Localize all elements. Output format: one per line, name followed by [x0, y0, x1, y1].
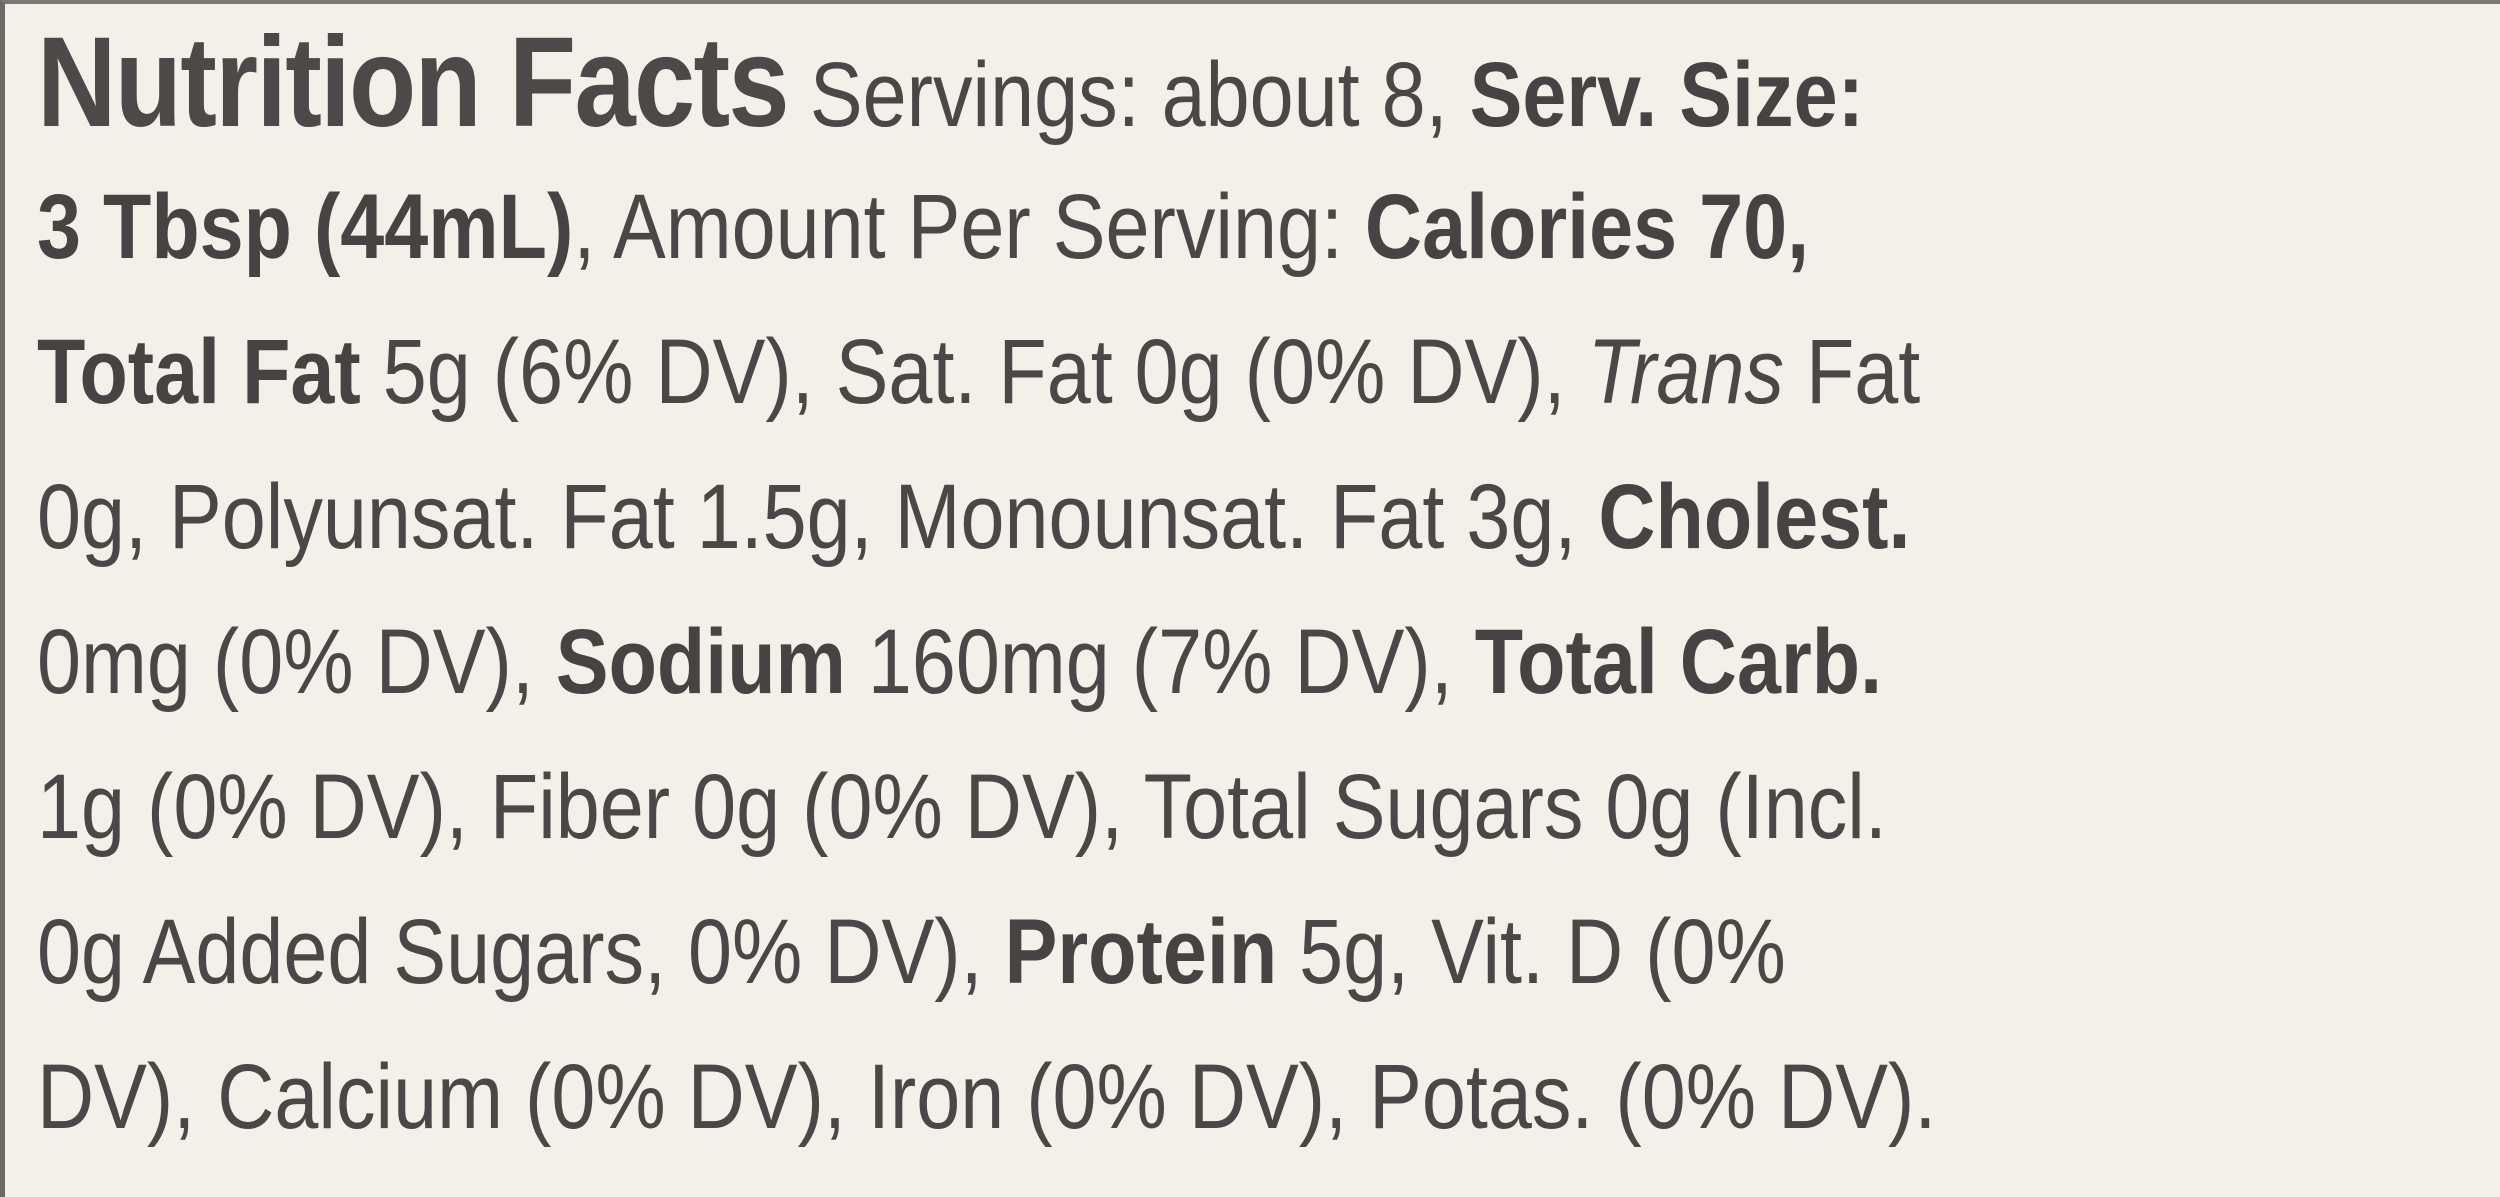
segment: Protein — [1004, 901, 1278, 1003]
line-5: 0mg (0% DV), Sodium 160mg (7% DV), Total… — [37, 590, 2135, 735]
line-6: 1g (0% DV), Fiber 0g (0% DV), Total Suga… — [37, 735, 2135, 880]
line-4: 0g, Polyunsat. Fat 1.5g, Monounsat. Fat … — [37, 445, 2135, 590]
segment: 160mg (7% DV), — [845, 611, 1475, 713]
nutrition-facts-text: Nutrition Facts Servings: about 8, Serv.… — [37, 10, 2135, 1170]
segment: Total Fat — [37, 321, 361, 423]
segment: , Amount Per Serving: — [573, 176, 1365, 278]
panel-title: Nutrition Facts — [37, 11, 790, 154]
segment: Cholest. — [1598, 466, 1911, 568]
line-8: DV), Calcium (0% DV), Iron (0% DV), Pota… — [37, 1025, 2135, 1170]
segment: Fat — [1783, 321, 1921, 423]
line-2: 3 Tbsp (44mL), Amount Per Serving: Calor… — [37, 155, 2135, 300]
segment: 0mg (0% DV), — [37, 611, 556, 713]
segment: Trans — [1587, 321, 1784, 423]
segment: 0g Added Sugars, 0% DV), — [37, 901, 1005, 1003]
segment: Calories 70, — [1364, 176, 1810, 278]
segment: 3 Tbsp (44mL) — [37, 176, 574, 278]
segment: 5g (6% DV), Sat. Fat 0g (0% DV), — [360, 321, 1588, 423]
segment: 0g, Polyunsat. Fat 1.5g, Monounsat. Fat … — [37, 466, 1599, 568]
segment: Serv. Size: — [1469, 44, 1864, 146]
line-1: Nutrition Facts Servings: about 8, Serv.… — [37, 10, 2135, 155]
segment: Total Carb. — [1474, 611, 1883, 713]
segment: Servings: about 8, — [787, 44, 1470, 146]
segment: 5g, Vit. D (0% — [1277, 901, 1786, 1003]
line-3: Total Fat 5g (6% DV), Sat. Fat 0g (0% DV… — [37, 300, 2135, 445]
segment: Sodium — [555, 611, 846, 713]
segment: DV), Calcium (0% DV), Iron (0% DV), Pota… — [37, 1046, 1937, 1148]
segment: 1g (0% DV), Fiber 0g (0% DV), Total Suga… — [37, 756, 1887, 858]
line-7: 0g Added Sugars, 0% DV), Protein 5g, Vit… — [37, 880, 2135, 1025]
